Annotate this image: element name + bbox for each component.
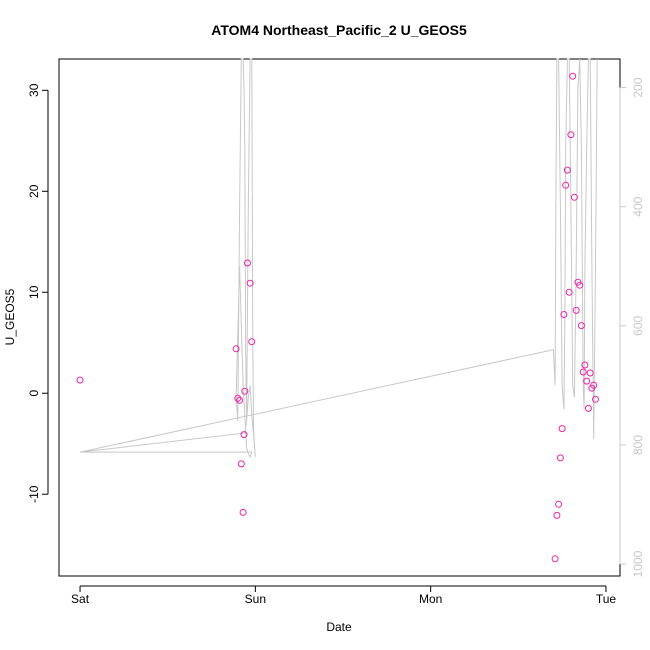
data-point — [581, 361, 589, 369]
data-point — [560, 311, 568, 318]
data-point — [551, 555, 559, 563]
data-point — [248, 338, 256, 346]
bottom-tick-label: Sun — [245, 592, 266, 606]
data-point — [555, 500, 563, 508]
right-tick-label: 800 — [631, 435, 645, 455]
data-point — [241, 387, 249, 395]
x-axis-title: Date — [326, 620, 352, 634]
left-tick-label: 20 — [27, 184, 41, 198]
right-axis: 200 400 600 800 1000 — [619, 77, 645, 577]
data-point — [246, 279, 254, 287]
right-tick-label: 200 — [631, 77, 645, 97]
data-point — [584, 404, 592, 412]
pressure-line-layer — [79, 58, 598, 459]
data-point — [236, 396, 244, 404]
right-tick-label: 600 — [631, 315, 645, 335]
data-point — [567, 131, 575, 139]
data-point — [76, 376, 84, 384]
data-point — [586, 369, 594, 377]
points-layer — [76, 72, 599, 563]
left-tick-label: 30 — [27, 83, 41, 97]
data-point — [562, 181, 570, 189]
data-point — [572, 306, 580, 314]
data-point — [565, 288, 573, 296]
data-point — [553, 511, 561, 519]
bottom-tick-label: Mon — [419, 592, 442, 606]
data-point — [590, 381, 598, 389]
data-point — [576, 281, 584, 289]
left-tick-label: -10 — [27, 485, 41, 503]
left-tick-label: 10 — [27, 285, 41, 299]
left-axis: -10 0 10 20 30 — [27, 83, 49, 503]
right-tick-label: 400 — [631, 196, 645, 216]
data-point — [232, 345, 240, 353]
y-axis-title: U_GEOS5 — [3, 288, 17, 345]
data-point — [556, 454, 564, 462]
bottom-axis: Sat Sun Mon Tue — [71, 585, 617, 606]
data-point — [558, 425, 566, 433]
data-point — [237, 460, 245, 468]
data-point — [244, 259, 251, 267]
data-point — [569, 72, 577, 80]
data-point — [592, 395, 599, 403]
data-point — [240, 431, 248, 439]
data-point — [570, 193, 578, 201]
data-point — [563, 166, 571, 174]
left-tick-label: 0 — [27, 390, 41, 397]
data-point — [239, 508, 247, 516]
data-point — [583, 377, 591, 385]
chart-title: ATOM4 Northeast_Pacific_2 U_GEOS5 — [211, 22, 467, 38]
data-point — [234, 394, 242, 402]
data-point — [577, 322, 585, 330]
right-tick-label: 1000 — [631, 550, 645, 577]
bottom-tick-label: Tue — [596, 592, 617, 606]
pressure-line — [79, 58, 598, 459]
bottom-tick-label: Sat — [71, 592, 90, 606]
plot-frame — [58, 58, 621, 577]
data-point — [579, 368, 587, 376]
